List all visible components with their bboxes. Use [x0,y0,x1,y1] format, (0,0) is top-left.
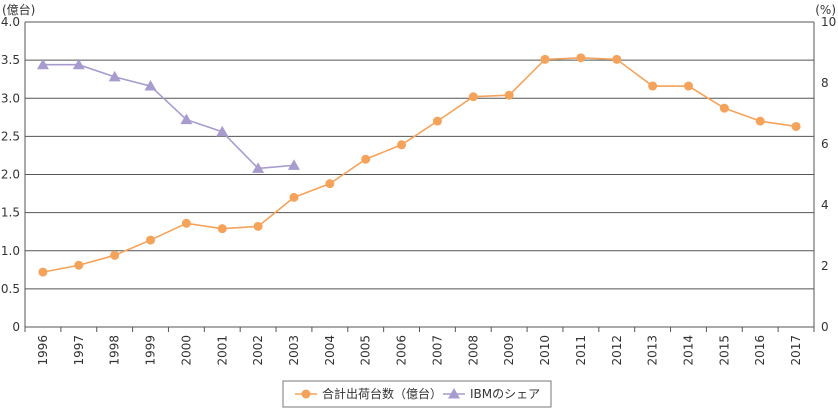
x-tick-label: 1997 [72,335,86,366]
data-point [181,218,191,228]
x-tick-label: 2000 [179,335,193,366]
y-left-tick-label: 1.0 [1,244,20,258]
data-point [72,58,85,70]
x-tick-label: 1996 [36,335,50,366]
data-point [146,235,156,245]
y-left-tick-label: 0 [12,320,20,334]
data-point [683,81,693,91]
x-tick-label: 2005 [359,335,373,366]
series-line [42,63,295,170]
data-point [719,103,729,113]
y-left-tick-label: 1.5 [1,206,20,220]
y-left-tick-label: 4.0 [1,15,20,29]
x-tick-label: 2002 [251,335,265,366]
x-tick-label: 2003 [287,335,301,366]
x-tick-label: 2015 [717,335,731,366]
x-tick-label: 2012 [610,335,624,366]
data-point [504,90,514,100]
x-tick-label: 2008 [466,335,480,366]
legend-label: IBMのシェア [470,387,540,401]
data-point [397,140,407,150]
legend-box [282,380,552,408]
y-left-tick-label: 3.5 [1,53,20,67]
data-point [791,121,801,131]
data-point [74,260,84,270]
x-tick-label: 1999 [144,335,158,366]
legend-marker [448,388,460,399]
y-right-tick-label: 2 [821,259,829,273]
legend-label: 合計出荷台数（億台） [322,386,442,401]
data-point [252,162,265,173]
x-tick-label: 2007 [430,335,444,366]
data-point [38,267,48,277]
grid-lines [25,21,814,290]
data-point [612,54,622,64]
data-point [755,116,765,126]
y-right-tick-label: 6 [821,137,829,151]
data-point [648,81,658,91]
data-point [110,250,120,260]
data-point [432,116,442,126]
data-point [36,58,49,70]
y-left-tick-label: 2.5 [1,129,20,143]
x-tick-label: 2013 [646,335,660,366]
data-point [144,80,157,91]
y-left-tick-label: 2.0 [1,168,20,182]
data-point [253,221,263,231]
data-point [468,92,478,102]
x-tick-label: 2016 [753,335,767,366]
series-line [42,57,797,273]
data-point [216,125,229,137]
data-point [361,154,371,164]
axes: 0 0.5 1.0 1.5 2.0 2.5 3.0 3.5 4.0 0 2 4 6 8 10 1996 1997… [1,2,836,366]
y-right-tick-label: 0 [821,320,829,334]
y-right-tick-label: 4 [821,198,829,212]
x-tick-label: 1998 [108,335,122,366]
data-point [287,159,300,170]
y-right-tick-label: 10 [821,15,836,29]
data-point [576,53,586,63]
x-tick-label: 2001 [215,335,229,366]
x-tick-label: 2014 [681,335,695,366]
x-tick-label: 2006 [395,335,409,366]
data-point [108,70,121,82]
x-tick-label: 2010 [538,335,552,366]
x-tick-label: 2011 [574,335,588,366]
series [36,53,801,277]
data-point [289,192,299,202]
data-point [180,113,193,125]
data-point [325,179,335,189]
legend: 合計出荷台数（億台） IBMのシェア [282,380,552,408]
x-tick-label: 2009 [502,335,516,366]
y-right-tick-label: 8 [821,76,829,90]
y-right-unit-label: (%) [815,3,836,17]
legend-marker [301,389,311,399]
data-point [217,224,227,234]
x-tick-label: 2017 [789,335,803,366]
y-left-unit-label: (億台) [2,2,35,17]
x-tick-label: 2004 [323,335,337,366]
y-left-tick-label: 0.5 [1,282,20,296]
data-point [540,54,550,64]
y-left-tick-label: 3.0 [1,91,20,105]
